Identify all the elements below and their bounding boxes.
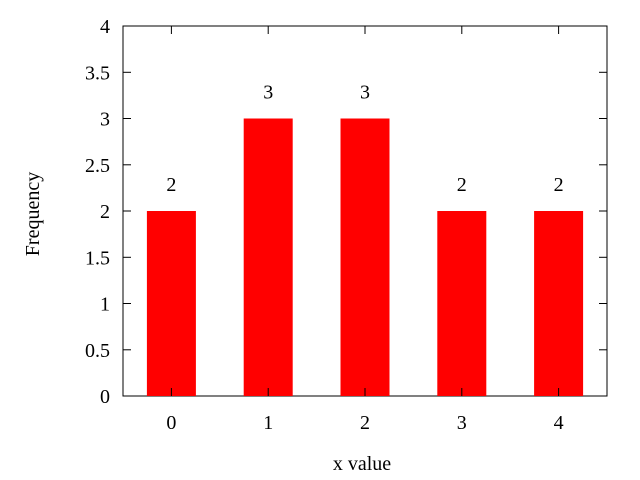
bar-2	[340, 118, 390, 396]
y-tick-label: 3	[100, 109, 110, 131]
data-label-4: 2	[554, 174, 564, 196]
bars-group	[146, 118, 584, 396]
bar-4	[534, 211, 584, 396]
x-ticks-group: 0 1 2 3 4	[166, 26, 564, 434]
bar-3	[437, 211, 487, 396]
y-tick-label: 2.5	[85, 155, 110, 177]
data-label-3: 2	[457, 174, 467, 196]
x-tick-label: 3	[457, 412, 467, 434]
data-label-2: 3	[360, 82, 370, 104]
data-label-1: 3	[263, 82, 273, 104]
x-axis-label: x value	[333, 453, 391, 475]
y-ticks-group: 0 0.5 1 1.5 2 2.5 3 3.5 4	[85, 16, 607, 408]
x-tick-label: 4	[554, 412, 564, 434]
y-tick-label: 3.5	[85, 62, 110, 84]
bar-0	[146, 211, 196, 396]
x-tick-label: 0	[166, 412, 176, 434]
y-tick-label: 0.5	[85, 340, 110, 362]
y-tick-label: 0	[100, 386, 110, 408]
data-labels-group: 2 3 3 2 2	[166, 82, 563, 197]
y-axis-label: Frequency	[22, 172, 44, 256]
y-tick-label: 1	[100, 294, 110, 316]
y-tick-label: 4	[100, 16, 110, 38]
x-tick-label: 1	[263, 412, 273, 434]
y-tick-label: 2	[100, 201, 110, 223]
x-tick-label: 2	[360, 412, 370, 434]
bar-1	[243, 118, 293, 396]
data-label-0: 2	[166, 174, 176, 196]
y-tick-label: 1.5	[85, 247, 110, 269]
